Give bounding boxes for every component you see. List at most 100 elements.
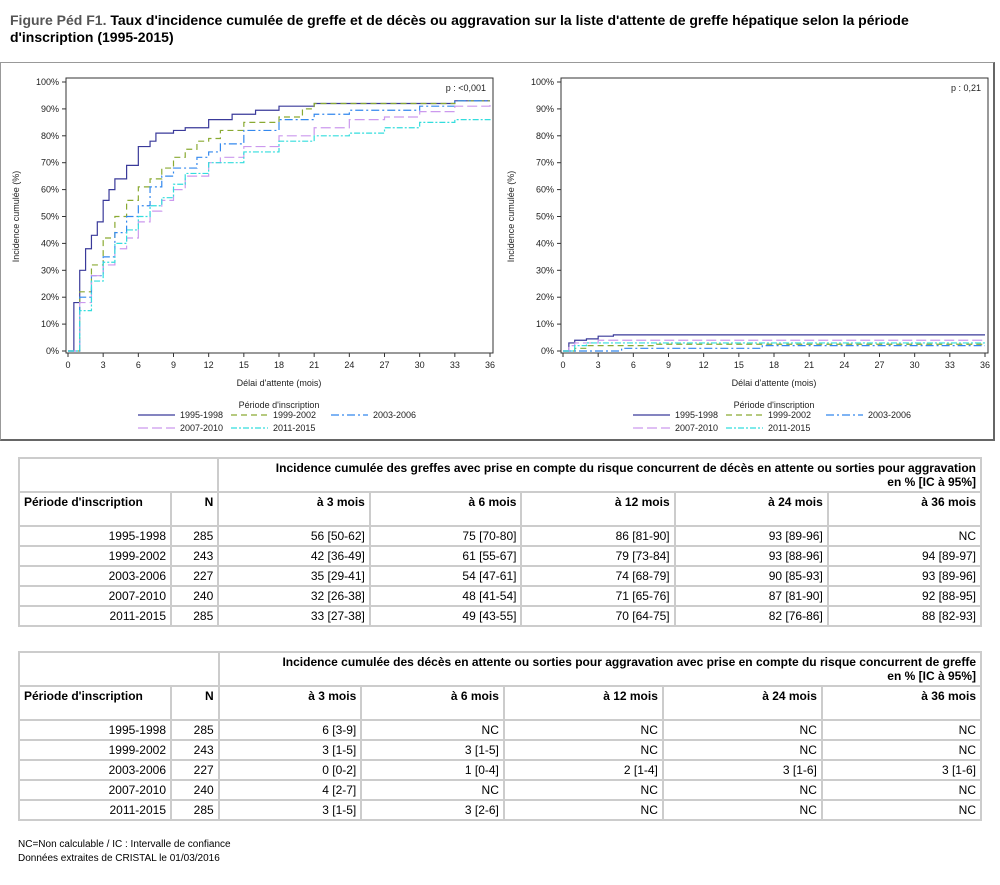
table-cell: 243 bbox=[169, 545, 220, 567]
column-header: à 24 mois bbox=[661, 685, 823, 721]
table-cell: 3 [1-5] bbox=[360, 739, 505, 761]
table-cell: 1 [0-4] bbox=[360, 759, 505, 781]
y-tick-label: 0% bbox=[46, 346, 59, 356]
table-cell: 4 [2-7] bbox=[217, 779, 363, 801]
table-cell: 2003-2006 bbox=[18, 565, 172, 587]
column-header: à 3 mois bbox=[217, 685, 363, 721]
table-row: 1995-1998 285 56 [50-62] 75 [70-80] 86 [81-9… bbox=[18, 525, 983, 547]
y-tick-label: 40% bbox=[536, 238, 554, 248]
y-tick-label: 30% bbox=[41, 265, 59, 275]
footnote-source: Données extraites de CRISTAL le 01/03/20… bbox=[18, 853, 220, 864]
column-header: à 6 mois bbox=[368, 491, 523, 527]
y-tick-label: 50% bbox=[41, 212, 59, 222]
series-line-1995-1998 bbox=[68, 100, 490, 352]
y-tick-label: 50% bbox=[536, 212, 554, 222]
y-tick-label: 0% bbox=[541, 346, 554, 356]
table-cell: 285 bbox=[170, 719, 220, 741]
table-row: 2003-2006 227 35 [29-41] 54 [47-61] 74 [68-7… bbox=[18, 565, 983, 587]
table-row: 2007-2010 240 4 [2-7] NC NC NC NC bbox=[18, 779, 983, 801]
table-cell: NC bbox=[820, 719, 983, 741]
table-cell: NC bbox=[502, 799, 664, 821]
table-cell: 79 [73-84] bbox=[520, 545, 676, 567]
plot-frame bbox=[560, 77, 989, 354]
table-cell: NC bbox=[502, 719, 664, 741]
table-cell: 1999-2002 bbox=[18, 739, 172, 761]
x-axis-label: Délai d'attente (mois) bbox=[732, 378, 817, 388]
x-tick-label: 30 bbox=[415, 360, 425, 370]
legend-label: 2011-2015 bbox=[768, 423, 810, 433]
table-cell: 3 [1-6] bbox=[820, 759, 983, 781]
y-tick-label: 10% bbox=[536, 319, 554, 329]
y-tick-label: 100% bbox=[36, 77, 59, 87]
table-cell: 285 bbox=[170, 799, 220, 821]
x-tick-label: 21 bbox=[309, 360, 319, 370]
table-row: 2011-2015 285 33 [27-38] 49 [43-55] 70 [64-7… bbox=[18, 605, 983, 627]
charts-panel: 0% 10% 20% 30% 40% 50% 60% 70% 80% 90% 100% 0 3 6 9 12 1… bbox=[0, 62, 995, 441]
y-tick-label: 40% bbox=[41, 238, 59, 248]
table-row: 1995-1998 285 6 [3-9] NC NC NC NC bbox=[18, 719, 983, 741]
table-cell: 61 [55-67] bbox=[368, 545, 523, 567]
column-header: à 3 mois bbox=[217, 491, 371, 527]
table-graft-incidence: Incidence cumulée des greffes avec prise… bbox=[17, 457, 983, 627]
table-cell: 75 [70-80] bbox=[368, 525, 523, 547]
table-cell: 3 [1-5] bbox=[217, 799, 363, 821]
legend-title: Période d'inscription bbox=[239, 400, 320, 410]
legend-title: Période d'inscription bbox=[734, 400, 815, 410]
series-line-1999-2002 bbox=[68, 100, 490, 352]
table-cell: 93 [89-96] bbox=[826, 565, 983, 587]
table-cell: 2007-2010 bbox=[18, 585, 172, 607]
column-header: à 36 mois bbox=[826, 491, 983, 527]
column-header: N bbox=[169, 491, 220, 527]
table-cell: 42 [36-49] bbox=[217, 545, 371, 567]
table-cell: 285 bbox=[169, 605, 220, 627]
x-axis-label: Délai d'attente (mois) bbox=[237, 378, 322, 388]
y-tick-label: 80% bbox=[536, 131, 554, 141]
table-cell: 49 [43-55] bbox=[368, 605, 523, 627]
table-cell: 54 [47-61] bbox=[368, 565, 523, 587]
table-cell: 3 [1-6] bbox=[661, 759, 823, 781]
legend-label: 2003-2006 bbox=[373, 410, 416, 420]
x-tick-label: 36 bbox=[485, 360, 495, 370]
x-tick-label: 21 bbox=[804, 360, 814, 370]
table-cell: NC bbox=[661, 739, 823, 761]
table-cell: NC bbox=[661, 799, 823, 821]
table-cell: 243 bbox=[170, 739, 220, 761]
table-cell: 2007-2010 bbox=[18, 779, 172, 801]
table-row: 1999-2002 243 3 [1-5] 3 [1-5] NC NC NC bbox=[18, 739, 983, 761]
column-header: à 36 mois bbox=[820, 685, 983, 721]
table-cell: NC bbox=[661, 779, 823, 801]
table-cell: NC bbox=[820, 799, 983, 821]
y-tick-label: 60% bbox=[536, 185, 554, 195]
table-cell: 74 [68-79] bbox=[520, 565, 676, 587]
table-cell: 86 [81-90] bbox=[520, 525, 676, 547]
table-cell: 2003-2006 bbox=[18, 759, 172, 781]
p-value: p : <0,001 bbox=[446, 83, 486, 93]
table-cell: 285 bbox=[169, 525, 220, 547]
table-cell: 6 [3-9] bbox=[217, 719, 363, 741]
series-line-2007-2010 bbox=[68, 103, 491, 352]
legend-label: 2011-2015 bbox=[273, 423, 315, 433]
table-header-row: Incidence cumulée des décès en attente o… bbox=[18, 651, 983, 687]
table-cell: 92 [88-95] bbox=[826, 585, 983, 607]
x-tick-label: 24 bbox=[839, 360, 849, 370]
x-tick-label: 3 bbox=[101, 360, 106, 370]
x-tick-label: 6 bbox=[136, 360, 141, 370]
legend-label: 1999-2002 bbox=[273, 410, 316, 420]
table-cell: 70 [64-75] bbox=[520, 605, 676, 627]
x-tick-label: 18 bbox=[274, 360, 284, 370]
table-cell: NC bbox=[661, 719, 823, 741]
x-tick-label: 0 bbox=[560, 360, 565, 370]
x-tick-label: 15 bbox=[239, 360, 249, 370]
series-line-1995-1998 bbox=[563, 334, 985, 352]
table-cell: 2 [1-4] bbox=[502, 759, 664, 781]
figure-title: Figure Péd F1. Taux d'incidence cumulée … bbox=[10, 12, 909, 45]
y-tick-label: 20% bbox=[41, 292, 59, 302]
x-tick-label: 12 bbox=[204, 360, 214, 370]
x-tick-label: 33 bbox=[450, 360, 460, 370]
y-tick-label: 10% bbox=[41, 319, 59, 329]
column-header: Période d'inscription bbox=[18, 685, 172, 721]
x-tick-label: 27 bbox=[379, 360, 389, 370]
series-line-2003-2006 bbox=[563, 345, 985, 352]
x-tick-label: 15 bbox=[734, 360, 744, 370]
